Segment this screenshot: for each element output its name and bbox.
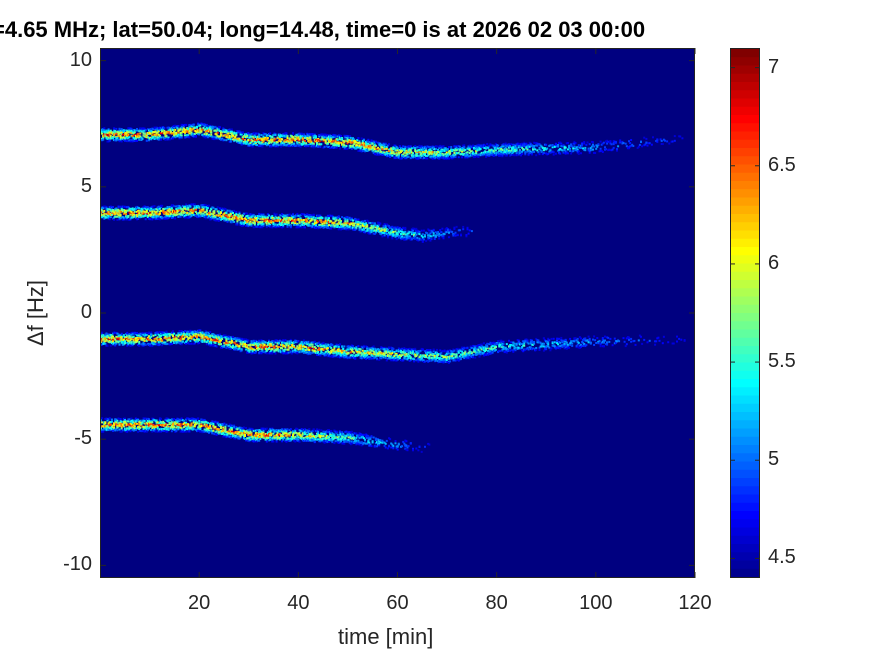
x-tick-label: 60	[386, 592, 409, 614]
y-tick-label: 10	[69, 48, 92, 71]
heatmap-canvas	[100, 122, 686, 453]
x-tick-label: 40	[287, 592, 310, 614]
trace-3	[100, 417, 431, 453]
colorbar-tick-label: 4.5	[768, 546, 796, 569]
x-axis-label: time [min]	[338, 624, 434, 649]
x-tick-label: 100	[579, 592, 613, 614]
y-tick-label: -5	[74, 427, 92, 450]
trace-0	[100, 122, 684, 160]
x-tick-label: 80	[485, 592, 508, 614]
chart-title-text: =4.65 MHz; lat=50.04; long=14.48, time=0…	[0, 17, 646, 42]
x-tick-label: 20	[188, 592, 211, 614]
colorbar	[730, 48, 760, 578]
y-tick-label: 5	[80, 174, 92, 197]
chart-title: =4.65 MHz; lat=50.04; long=14.48, time=0…	[0, 15, 875, 45]
x-tick-label: 120	[678, 592, 712, 614]
colorbar-tick-label: 5	[768, 448, 780, 471]
colorbar-tick-label: 6.5	[768, 153, 796, 176]
colorbar-gradient	[731, 49, 759, 577]
colorbar-tick-label: 6	[768, 251, 780, 274]
colorbar-tick-label: 5.5	[768, 350, 796, 373]
y-tick-label: 0	[80, 301, 92, 323]
y-tick-label: -10	[63, 553, 92, 576]
trace-2	[100, 329, 686, 364]
colorbar-tick-label: 7	[768, 55, 780, 78]
heatmap-plot-area	[100, 48, 695, 578]
y-axis-label: Δf [Hz]	[23, 279, 48, 347]
trace-1	[100, 203, 473, 243]
